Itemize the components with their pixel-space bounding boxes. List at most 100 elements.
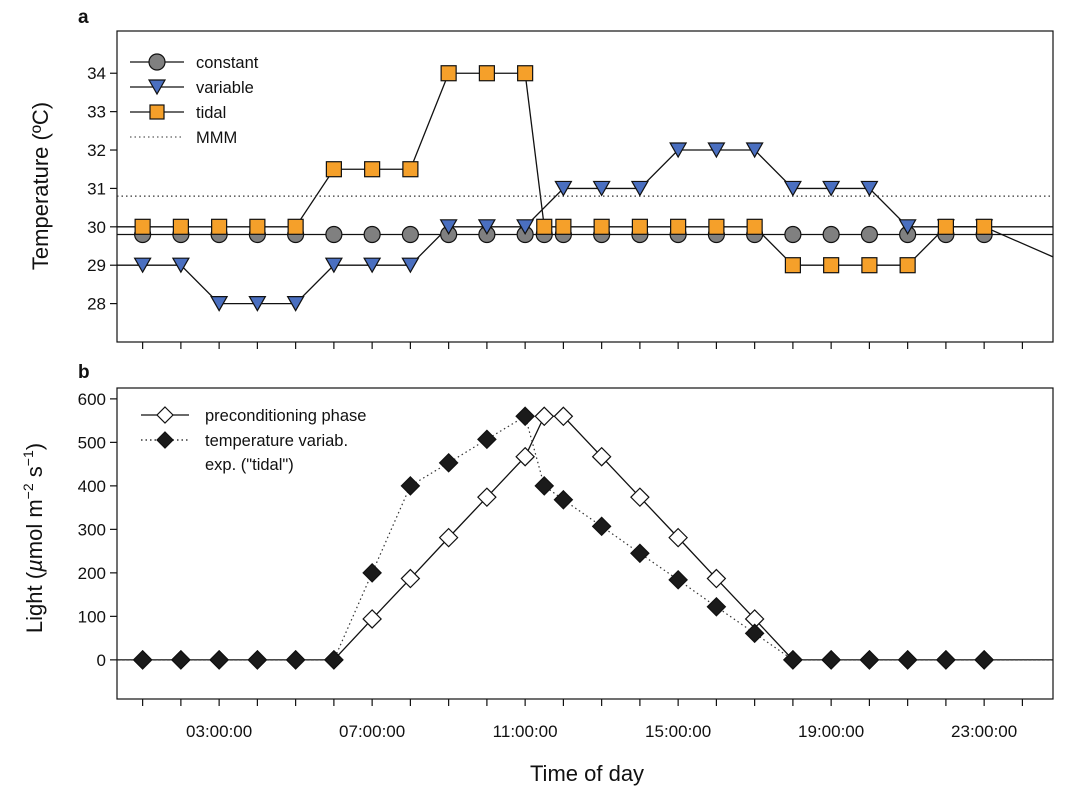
marker-b-0-15 (668, 527, 688, 548)
y-tick-label-b-0: 0 (97, 651, 106, 670)
marker-a-1-8 (439, 219, 458, 236)
marker-a-2-18 (784, 257, 801, 274)
marker-b-1-10 (515, 406, 535, 427)
marker-a-0-20 (860, 225, 878, 244)
marker-a-2-20 (861, 257, 878, 274)
marker-a-1-20 (898, 219, 917, 236)
marker-b-1-9 (477, 429, 497, 450)
y-axis-label-exp1: −2 (20, 483, 36, 499)
marker-a-1-9 (477, 219, 496, 236)
marker-a-1-11 (554, 180, 573, 197)
marker-a-1-7 (401, 257, 420, 274)
series-line-b-0 (117, 415, 1053, 661)
y-tick-label-a-28: 28 (87, 295, 106, 314)
marker-a-1-3 (248, 296, 267, 312)
x-tick-label-19: 19:00:00 (798, 722, 864, 741)
legend-label-mmm: MMM (196, 129, 237, 147)
marker-b-1-6 (362, 563, 382, 583)
y-tick-label-a-31: 31 (87, 179, 106, 198)
marker-b-0-11 (534, 406, 555, 427)
marker-a-1-17 (783, 180, 802, 197)
marker-a-1-10 (516, 219, 535, 236)
marker-b-1-11 (534, 476, 555, 496)
marker-b-1-14 (630, 543, 650, 564)
legend-marker-tidal (149, 104, 165, 120)
plot-frame-a (116, 30, 1054, 343)
marker-b-1-3 (247, 650, 268, 670)
y-axis-label-b: Light (µmol m−2 s−1) (20, 443, 47, 633)
marker-a-2-22 (937, 218, 954, 235)
marker-a-2-16 (708, 218, 725, 235)
x-tick-label-3: 03:00:00 (186, 722, 252, 741)
marker-b-1-0 (132, 650, 153, 670)
legend-label-tidal: tidal (196, 104, 226, 122)
marker-a-1-13 (630, 180, 649, 197)
y-tick-label-b-300: 300 (78, 520, 106, 539)
y-axis-label-exp2: −1 (20, 450, 36, 466)
legend-b: preconditioning phase temperature variab… (141, 406, 366, 474)
marker-b-0-16 (706, 568, 727, 589)
marker-a-2-8 (440, 65, 457, 82)
marker-b-0-12 (553, 406, 574, 427)
marker-b-1-2 (209, 650, 229, 670)
marker-a-2-15 (670, 218, 687, 235)
marker-b-1-1 (171, 650, 191, 670)
marker-b-1-5 (324, 650, 344, 670)
y-tick-label-b-400: 400 (78, 477, 106, 496)
marker-b-0-8 (438, 527, 459, 548)
marker-b-1-22 (936, 650, 956, 670)
marker-a-2-1 (172, 218, 189, 235)
marker-b-1-15 (668, 569, 688, 590)
legend-label-tidal-light-1: temperature variab. (205, 432, 348, 450)
y-tick-label-b-200: 200 (78, 564, 106, 583)
marker-a-1-18 (822, 180, 841, 197)
marker-a-0-19 (822, 225, 840, 244)
y-axis-label-mu: µ (22, 559, 47, 573)
marker-a-2-3 (249, 218, 266, 235)
marker-a-1-0 (133, 257, 152, 274)
marker-a-2-7 (402, 161, 419, 178)
marker-a-2-11 (536, 218, 553, 235)
marker-a-2-12 (555, 218, 572, 235)
marker-b-1-20 (859, 650, 880, 670)
marker-a-1-16 (745, 142, 764, 159)
marker-b-1-17 (744, 623, 765, 644)
y-tick-label-a-34: 34 (87, 64, 106, 83)
marker-b-1-4 (285, 650, 306, 670)
marker-a-1-5 (324, 257, 343, 274)
marker-a-0-7 (401, 225, 419, 244)
series-line-b-1 (117, 415, 1053, 661)
marker-b-0-6 (362, 609, 382, 629)
marker-a-1-2 (210, 296, 229, 312)
marker-a-2-0 (134, 218, 151, 235)
marker-a-2-23 (976, 218, 993, 235)
marker-a-2-17 (746, 218, 763, 235)
series-line-a-2 (117, 72, 1053, 266)
x-axis-title: Time of day (530, 761, 644, 786)
marker-b-0-9 (477, 487, 497, 508)
marker-a-2-21 (899, 257, 916, 274)
x-tick-label-15: 15:00:00 (645, 722, 711, 741)
marker-b-0-7 (400, 568, 421, 589)
legend-marker-tidal-light (156, 431, 174, 449)
marker-b-1-12 (553, 489, 574, 510)
y-tick-label-b-600: 600 (78, 390, 106, 409)
legend-label-variable: variable (196, 79, 254, 97)
marker-b-1-16 (706, 596, 727, 617)
y-tick-label-a-33: 33 (87, 103, 106, 122)
plot-frame-b (116, 387, 1054, 700)
marker-b-1-19 (821, 650, 841, 670)
y-tick-label-a-30: 30 (87, 218, 106, 237)
marker-a-2-14 (631, 218, 648, 235)
y-tick-label-a-32: 32 (87, 141, 106, 160)
legend-label-constant: constant (196, 54, 259, 72)
marker-a-0-6 (363, 225, 381, 244)
legend-marker-variable (147, 79, 167, 96)
legend-marker-constant (148, 53, 166, 71)
legend-label-preconditioning: preconditioning phase (205, 407, 366, 425)
marker-a-2-4 (287, 218, 304, 235)
marker-b-0-10 (515, 446, 535, 467)
marker-a-0-18 (784, 225, 802, 244)
marker-b-0-13 (591, 446, 612, 467)
plot-area-a: 28 29 30 31 32 33 34 (87, 64, 1053, 349)
